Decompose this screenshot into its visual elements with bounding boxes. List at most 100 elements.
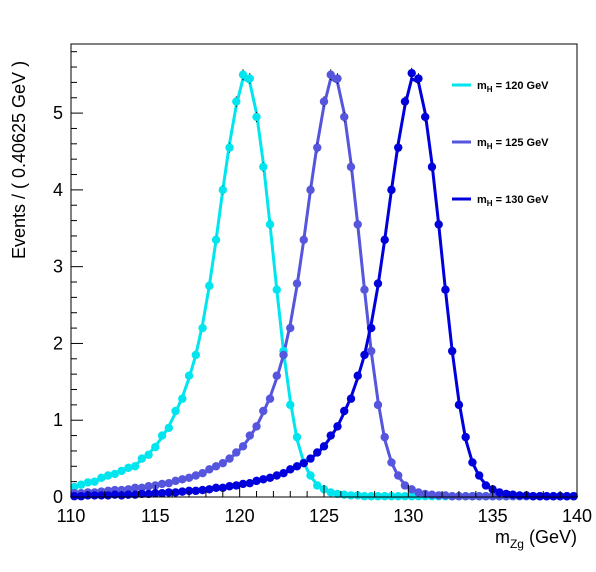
data-point	[171, 406, 180, 416]
x-axis-title-main: m	[495, 527, 510, 547]
data-point	[360, 350, 369, 360]
data-point	[90, 491, 99, 500]
data-point	[259, 406, 268, 416]
data-point	[319, 97, 329, 106]
data-point	[461, 492, 470, 501]
data-point	[441, 285, 450, 294]
data-point	[164, 423, 174, 433]
data-point	[414, 488, 423, 497]
legend: mH = 120 GeV mH = 125 GeV mH = 130 GeV	[452, 80, 549, 208]
data-point	[137, 489, 147, 499]
data-point	[198, 468, 207, 478]
y-tick-label: 0	[53, 487, 63, 507]
data-point	[333, 489, 342, 499]
data-point	[535, 492, 545, 501]
data-point	[353, 220, 362, 229]
data-point	[306, 454, 315, 463]
data-point	[272, 285, 281, 294]
data-point	[427, 162, 437, 172]
data-point	[454, 400, 464, 410]
data-point	[137, 454, 147, 463]
y-tick-label: 1	[53, 410, 63, 430]
data-point	[407, 485, 416, 494]
legend-label-3: mH = 130 GeV	[477, 194, 549, 208]
data-point	[83, 478, 93, 487]
data-point	[232, 448, 241, 457]
data-point	[299, 459, 308, 468]
data-point	[313, 143, 322, 152]
data-point	[360, 285, 369, 294]
data-point	[549, 492, 558, 501]
data-point	[238, 442, 248, 451]
data-point	[495, 488, 504, 497]
tick-labels-layer: 110 115 120 125 130 135 140 0 1 2 3 4 5	[53, 103, 592, 526]
data-point	[468, 492, 477, 501]
data-point	[468, 458, 477, 467]
x-tick-label: 130	[393, 506, 423, 526]
data-point	[474, 492, 484, 501]
data-point	[569, 492, 578, 501]
data-point	[225, 454, 234, 463]
data-point	[481, 481, 491, 490]
data-point	[97, 491, 106, 500]
data-point	[447, 346, 457, 356]
data-point	[306, 185, 315, 195]
data-point	[211, 483, 221, 492]
y-tick-label: 4	[53, 180, 63, 200]
data-point	[387, 458, 396, 467]
data-point	[292, 279, 302, 288]
data-point	[421, 112, 430, 122]
data-point	[333, 74, 342, 83]
data-point	[265, 473, 275, 483]
data-point	[184, 486, 194, 496]
data-point	[252, 112, 261, 122]
data-point	[373, 400, 383, 410]
data-point	[137, 483, 147, 492]
data-point	[178, 394, 187, 403]
data-point	[367, 323, 376, 333]
data-point	[394, 492, 403, 501]
data-point	[90, 477, 99, 486]
data-point	[103, 491, 113, 500]
data-point	[279, 350, 288, 360]
data-point	[380, 235, 389, 244]
data-point	[218, 483, 227, 492]
data-point	[441, 491, 450, 500]
ticks-layer	[70, 51, 578, 498]
data-point	[76, 492, 86, 501]
data-point	[191, 350, 201, 360]
data-point	[144, 482, 153, 491]
data-point	[117, 466, 126, 476]
data-point	[313, 448, 322, 457]
data-point	[367, 346, 376, 356]
data-point	[157, 479, 167, 489]
data-point	[434, 491, 443, 500]
data-point	[124, 463, 133, 473]
data-point	[474, 471, 484, 480]
y-tick-label: 5	[53, 103, 63, 123]
data-point	[367, 492, 376, 501]
data-point	[292, 432, 302, 442]
data-point	[252, 422, 261, 431]
x-tick-label: 125	[309, 506, 339, 526]
data-point	[501, 489, 511, 499]
data-point	[373, 492, 383, 501]
data-point	[171, 476, 180, 486]
data-point	[265, 394, 275, 403]
data-point	[414, 74, 423, 83]
data-point	[191, 486, 201, 496]
data-point	[346, 394, 356, 403]
data-point	[144, 489, 153, 499]
data-point	[225, 143, 234, 152]
data-point	[259, 162, 268, 172]
data-point	[205, 465, 214, 474]
data-point	[211, 462, 221, 471]
data-point	[326, 431, 335, 440]
data-point	[205, 485, 214, 494]
data-point	[340, 112, 349, 122]
data-point	[184, 473, 194, 483]
data-point	[238, 479, 248, 489]
data-point	[198, 485, 207, 495]
data-point	[400, 492, 410, 501]
